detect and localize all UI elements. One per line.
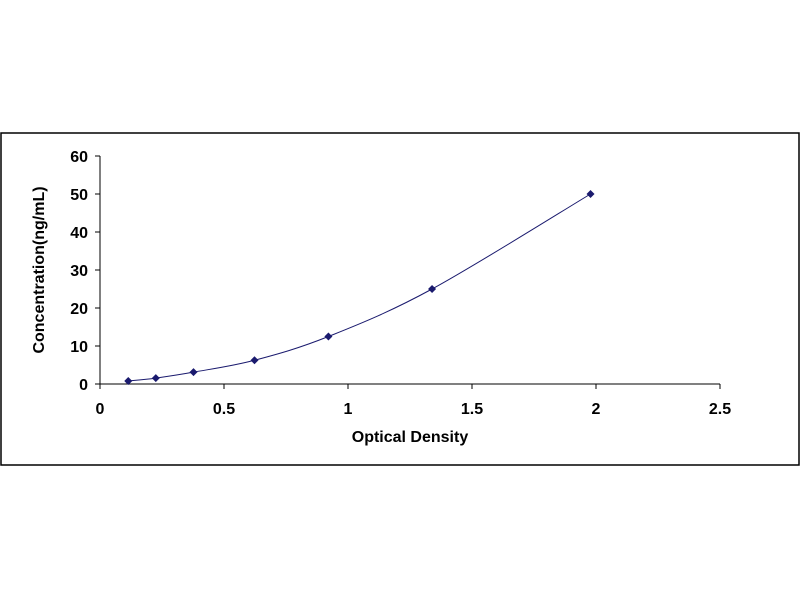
y-axis-title: Concentration(ng/mL) xyxy=(31,186,48,353)
y-ticks: 0 10 20 30 40 50 60 xyxy=(70,149,100,394)
y-tick-label: 60 xyxy=(70,149,88,166)
x-ticks: 0 0.5 1 1.5 2 2.5 xyxy=(96,384,731,418)
y-tick-label: 0 xyxy=(79,377,88,394)
y-tick-label: 10 xyxy=(70,339,88,356)
chart-border xyxy=(0,132,800,466)
plot-area: 0 10 20 30 40 50 60 0 0.5 1 1.5 2 2.5 xyxy=(70,149,731,418)
y-tick-label: 20 xyxy=(70,301,88,318)
data-markers xyxy=(124,190,595,386)
x-tick-label: 2 xyxy=(592,401,601,418)
chart-frame: 0 10 20 30 40 50 60 0 0.5 1 1.5 2 2.5 Optical Densi… xyxy=(0,132,800,466)
x-tick-label: 0 xyxy=(96,401,105,418)
x-tick-label: 1 xyxy=(344,401,353,418)
y-tick-label: 40 xyxy=(70,225,88,242)
x-tick-label: 0.5 xyxy=(213,401,235,418)
data-point xyxy=(324,332,333,341)
data-point xyxy=(189,368,198,377)
data-point xyxy=(124,377,133,386)
x-axis-title: Optical Density xyxy=(352,429,469,446)
y-tick-label: 30 xyxy=(70,263,88,280)
x-tick-label: 1.5 xyxy=(461,401,483,418)
x-tick-label: 2.5 xyxy=(709,401,731,418)
data-point xyxy=(151,374,160,383)
y-tick-label: 50 xyxy=(70,187,88,204)
data-point xyxy=(586,190,595,198)
data-point xyxy=(428,285,437,293)
data-point xyxy=(250,356,259,365)
